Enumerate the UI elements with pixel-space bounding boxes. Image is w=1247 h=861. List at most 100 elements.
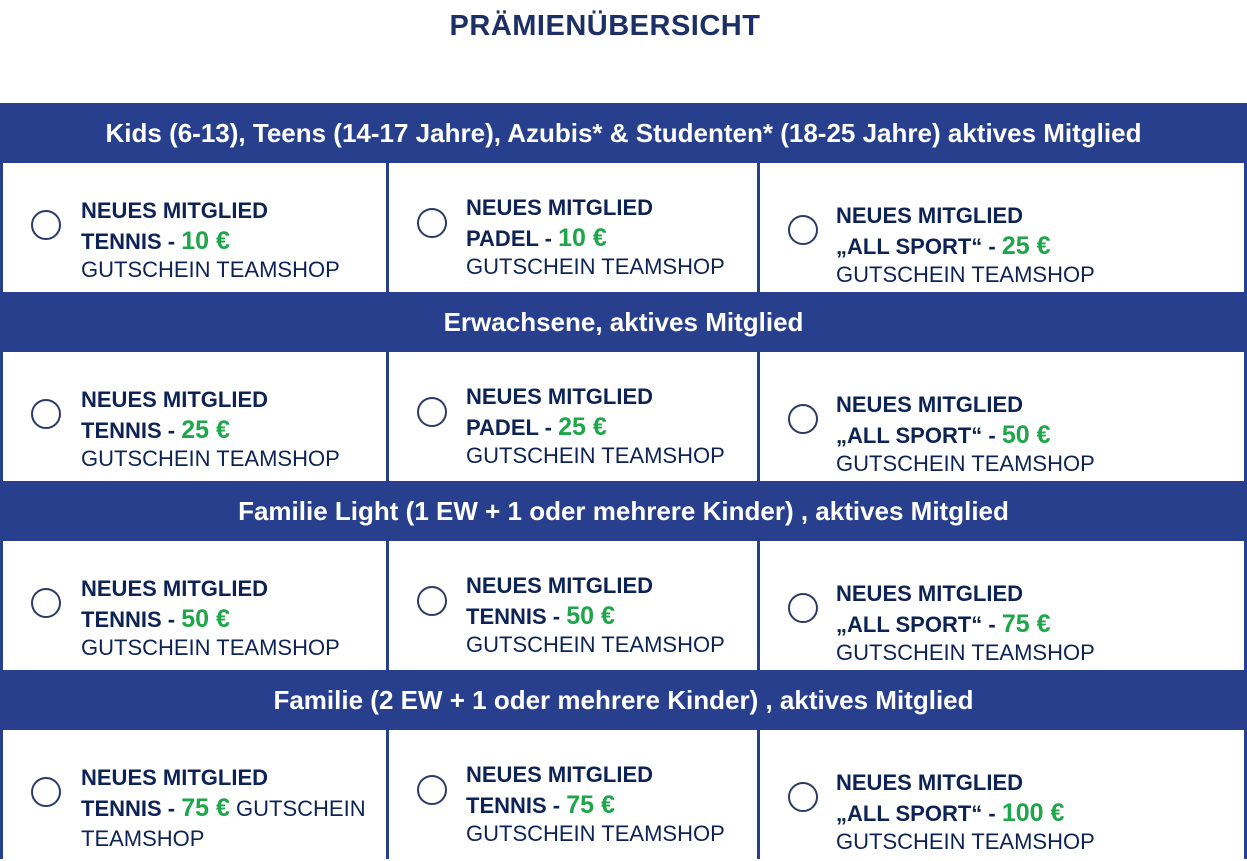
option-title: NEUES MITGLIED <box>836 203 1024 228</box>
option-row: NEUES MITGLIED TENNIS - 75 € GUTSCHEIN TE… <box>0 730 1247 859</box>
option-text: NEUES MITGLIED TENNIS - 50 € GUTSCHEIN TEA… <box>81 574 391 661</box>
option-voucher: GUTSCHEIN TEAMSHOP <box>466 821 725 846</box>
premium-table: Kids (6-13), Teens (14-17 Jahre), Azubis… <box>0 103 1247 859</box>
option-dash: - <box>161 418 182 443</box>
option-row: NEUES MITGLIED TENNIS - 10 € GUTSCHEIN TEA… <box>0 163 1247 292</box>
option-dash: - <box>538 226 559 251</box>
option-text: NEUES MITGLIED PADEL - 10 € GUTSCHEIN TEAM… <box>466 193 725 280</box>
section-header: Kids (6-13), Teens (14-17 Jahre), Azubis… <box>0 103 1247 163</box>
option-voucher: GUTSCHEIN TEAMSHOP <box>466 632 725 657</box>
option-price: 50 € <box>1001 421 1051 449</box>
radio-button-icon[interactable] <box>31 399 61 429</box>
option-dash: - <box>546 604 567 629</box>
option-text: NEUES MITGLIED TENNIS - 75 € GUTSCHEIN TE… <box>81 763 391 854</box>
option-price: 75 € <box>566 791 615 819</box>
premium-option[interactable]: NEUES MITGLIED PADEL - 25 € GUTSCHEIN TEAM… <box>386 352 757 481</box>
premium-option[interactable]: NEUES MITGLIED „ALL SPORT“ - 75 € GUTSCHEI… <box>757 541 1244 670</box>
option-dash: - <box>982 423 1002 448</box>
radio-button-icon[interactable] <box>788 593 818 623</box>
option-text: NEUES MITGLIED TENNIS - 10 € GUTSCHEIN TEA… <box>81 196 391 283</box>
radio-button-icon[interactable] <box>417 208 447 238</box>
option-price: 25 € <box>558 413 607 441</box>
option-price: 100 € <box>1001 799 1065 827</box>
option-dash: - <box>161 796 182 821</box>
option-text: NEUES MITGLIED „ALL SPORT“ - 75 € GUTSCHEI… <box>836 579 1095 666</box>
premium-option[interactable]: NEUES MITGLIED „ALL SPORT“ - 100 € GUTSCHE… <box>757 730 1244 859</box>
premium-option[interactable]: NEUES MITGLIED TENNIS - 25 € GUTSCHEIN TEA… <box>3 352 386 481</box>
option-title: NEUES MITGLIED <box>836 581 1024 606</box>
radio-button-icon[interactable] <box>788 782 818 812</box>
option-voucher: GUTSCHEIN TEAMSHOP <box>466 254 725 279</box>
option-row: NEUES MITGLIED TENNIS - 25 € GUTSCHEIN TEA… <box>0 352 1247 481</box>
option-price: 50 € <box>566 602 615 630</box>
option-price: 25 € <box>181 416 230 444</box>
option-text: NEUES MITGLIED TENNIS - 75 € GUTSCHEIN TEA… <box>466 760 725 847</box>
option-price: 10 € <box>181 227 230 255</box>
page-title: PRÄMIENÜBERSICHT <box>449 10 761 42</box>
premium-option[interactable]: NEUES MITGLIED TENNIS - 10 € GUTSCHEIN TEA… <box>3 163 386 292</box>
radio-button-icon[interactable] <box>788 404 818 434</box>
premium-option[interactable]: NEUES MITGLIED „ALL SPORT“ - 50 € GUTSCHEI… <box>757 352 1244 481</box>
option-title: NEUES MITGLIED <box>81 765 269 790</box>
option-voucher: GUTSCHEIN TEAMSHOP <box>836 640 1095 665</box>
premium-option[interactable]: NEUES MITGLIED TENNIS - 50 € GUTSCHEIN TEA… <box>386 541 757 670</box>
option-sport: TENNIS <box>466 793 547 818</box>
option-row: NEUES MITGLIED TENNIS - 50 € GUTSCHEIN TEA… <box>0 541 1247 670</box>
option-price: 50 € <box>181 605 230 633</box>
option-dash: - <box>161 229 182 254</box>
premium-option[interactable]: NEUES MITGLIED TENNIS - 75 € GUTSCHEIN TEA… <box>386 730 757 859</box>
radio-button-icon[interactable] <box>417 775 447 805</box>
option-sport: „ALL SPORT“ <box>836 612 983 637</box>
radio-button-icon[interactable] <box>417 586 447 616</box>
option-text: NEUES MITGLIED PADEL - 25 € GUTSCHEIN TEAM… <box>466 382 725 469</box>
option-voucher: GUTSCHEIN TEAMSHOP <box>81 796 366 851</box>
option-title: NEUES MITGLIED <box>81 387 269 412</box>
premium-option[interactable]: NEUES MITGLIED TENNIS - 75 € GUTSCHEIN TE… <box>3 730 386 859</box>
option-voucher: GUTSCHEIN TEAMSHOP <box>466 443 725 468</box>
premium-option[interactable]: NEUES MITGLIED TENNIS - 50 € GUTSCHEIN TEA… <box>3 541 386 670</box>
premium-option[interactable]: NEUES MITGLIED „ALL SPORT“ - 25 € GUTSCHEI… <box>757 163 1244 292</box>
radio-button-icon[interactable] <box>31 588 61 618</box>
option-sport: TENNIS <box>81 796 162 821</box>
option-dash: - <box>982 612 1002 637</box>
section-header: Familie (2 EW + 1 oder mehrere Kinder) ,… <box>0 670 1247 730</box>
option-voucher: GUTSCHEIN TEAMSHOP <box>836 451 1095 476</box>
option-text: NEUES MITGLIED „ALL SPORT“ - 25 € GUTSCHEI… <box>836 201 1095 288</box>
premium-option[interactable]: NEUES MITGLIED PADEL - 10 € GUTSCHEIN TEAM… <box>386 163 757 292</box>
option-title: NEUES MITGLIED <box>466 195 654 220</box>
radio-button-icon[interactable] <box>31 777 61 807</box>
option-text: NEUES MITGLIED „ALL SPORT“ - 100 € GUTSCHE… <box>836 768 1095 855</box>
option-price: 10 € <box>558 224 607 252</box>
option-dash: - <box>546 793 567 818</box>
option-title: NEUES MITGLIED <box>836 770 1024 795</box>
option-price: 75 € <box>181 794 230 822</box>
option-title: NEUES MITGLIED <box>81 198 269 223</box>
option-text: NEUES MITGLIED TENNIS - 25 € GUTSCHEIN TEA… <box>81 385 391 472</box>
option-dash: - <box>982 801 1002 826</box>
option-sport: TENNIS <box>466 604 547 629</box>
option-sport: TENNIS <box>81 607 162 632</box>
option-title: NEUES MITGLIED <box>81 576 269 601</box>
option-price: 25 € <box>1001 232 1051 260</box>
radio-button-icon[interactable] <box>417 397 447 427</box>
option-voucher: GUTSCHEIN TEAMSHOP <box>81 635 340 660</box>
option-voucher: GUTSCHEIN TEAMSHOP <box>81 446 340 471</box>
option-sport: PADEL <box>466 226 539 251</box>
option-voucher: GUTSCHEIN TEAMSHOP <box>836 829 1095 854</box>
option-sport: TENNIS <box>81 418 162 443</box>
option-title: NEUES MITGLIED <box>466 573 654 598</box>
option-text: NEUES MITGLIED TENNIS - 50 € GUTSCHEIN TEA… <box>466 571 725 658</box>
radio-button-icon[interactable] <box>788 215 818 245</box>
option-voucher: GUTSCHEIN TEAMSHOP <box>81 257 340 282</box>
option-sport: „ALL SPORT“ <box>836 801 983 826</box>
option-title: NEUES MITGLIED <box>466 762 654 787</box>
option-price: 75 € <box>1001 610 1051 638</box>
option-sport: TENNIS <box>81 229 162 254</box>
option-text: NEUES MITGLIED „ALL SPORT“ - 50 € GUTSCHEI… <box>836 390 1095 477</box>
option-title: NEUES MITGLIED <box>466 384 654 409</box>
radio-button-icon[interactable] <box>31 210 61 240</box>
option-voucher: GUTSCHEIN TEAMSHOP <box>836 262 1095 287</box>
option-sport: „ALL SPORT“ <box>836 234 983 259</box>
option-dash: - <box>538 415 559 440</box>
option-dash: - <box>161 607 182 632</box>
